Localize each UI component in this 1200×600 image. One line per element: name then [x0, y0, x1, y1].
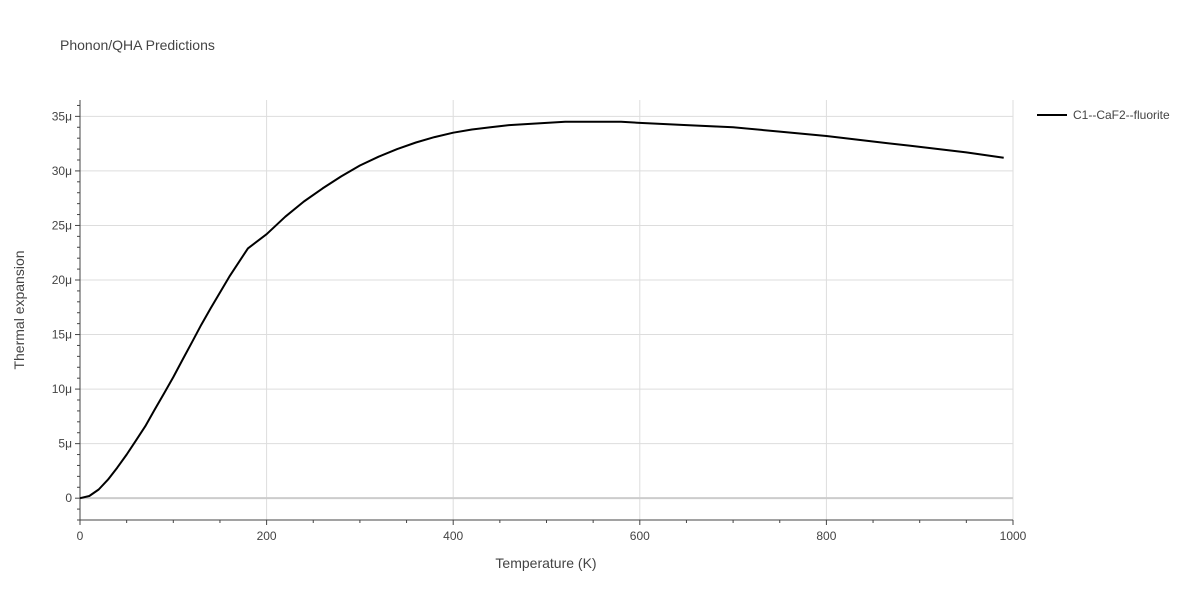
x-tick-label: 600	[630, 529, 650, 543]
x-tick-label: 800	[816, 529, 836, 543]
x-tick-label: 0	[77, 529, 84, 543]
y-tick-label: 20μ	[52, 273, 72, 287]
y-tick-label: 30μ	[52, 164, 72, 178]
legend-label[interactable]: C1--CaF2--fluorite	[1073, 108, 1170, 122]
series-line	[79, 120, 1004, 500]
chart-title: Phonon/QHA Predictions	[60, 37, 215, 53]
y-tick-label: 10μ	[52, 382, 72, 396]
y-axis-title: Thermal expansion	[11, 250, 27, 369]
y-tick-label: 25μ	[52, 218, 72, 232]
y-tick-label: 0	[65, 491, 72, 505]
x-tick-label: 200	[257, 529, 277, 543]
y-tick-label: 35μ	[52, 109, 72, 123]
legend[interactable]: C1--CaF2--fluorite	[1037, 108, 1170, 122]
y-tick-label: 15μ	[52, 328, 72, 342]
x-tick-label: 1000	[1000, 529, 1027, 543]
x-axis-title: Temperature (K)	[495, 555, 596, 571]
x-tick-label: 400	[443, 529, 463, 543]
grid	[80, 100, 1014, 520]
y-tick-label: 5μ	[58, 437, 72, 451]
axes: 0 200 400 600 800 1000 0 5μ 10μ 15μ 20μ 25μ 30μ 35μ	[52, 100, 1027, 543]
series-layer	[79, 120, 1004, 500]
